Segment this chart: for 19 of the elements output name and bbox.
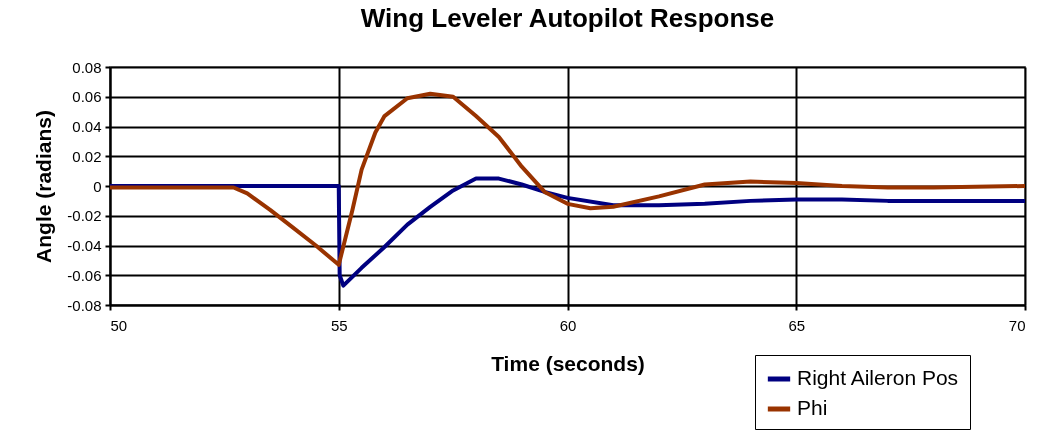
x-tick-label: 70 <box>1008 316 1026 334</box>
y-tick-label: 0 <box>93 177 102 195</box>
y-tick-label: 0.02 <box>72 147 102 165</box>
legend-label: Right Aileron Pos <box>797 366 959 389</box>
y-axis-title: Angle (radians) <box>32 110 56 263</box>
y-tick-label: -0.08 <box>67 296 102 314</box>
x-tick-label: 50 <box>110 316 128 334</box>
chart-title: Wing Leveler Autopilot Response <box>360 3 775 33</box>
x-tick-label: 60 <box>559 316 577 334</box>
y-tick-label: 0.04 <box>72 118 102 135</box>
y-tick-label: -0.06 <box>67 266 102 284</box>
legend-label: Phi <box>797 396 828 419</box>
x-tick-label: 65 <box>788 316 806 334</box>
y-tick-label: -0.02 <box>67 207 102 225</box>
x-axis-title: Time (seconds) <box>491 351 645 375</box>
y-tick-label: -0.04 <box>67 237 102 254</box>
x-tick-label: 55 <box>330 316 348 334</box>
y-tick-label: 0.08 <box>72 58 102 76</box>
y-tick-label: 0.06 <box>72 88 102 106</box>
